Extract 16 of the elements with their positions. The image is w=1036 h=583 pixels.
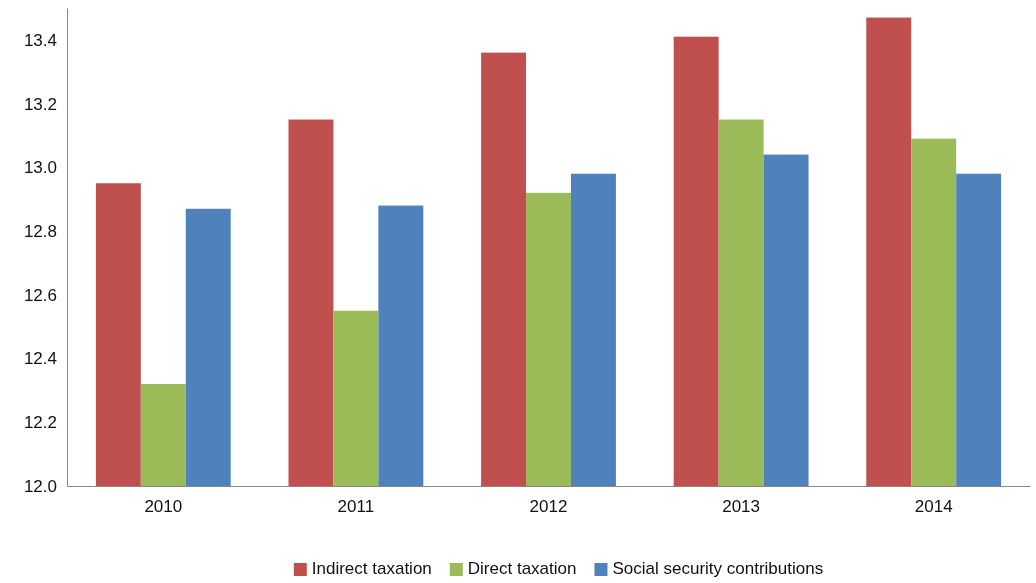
- x-tick-label: 2013: [722, 497, 761, 517]
- legend-label: Social security contributions: [612, 559, 824, 578]
- x-tick-label: 2012: [529, 497, 568, 517]
- y-tick-label: 12.4: [23, 349, 57, 369]
- y-tick-label: 13.4: [23, 30, 57, 50]
- legend-label: Direct taxation: [467, 559, 577, 578]
- x-tick-label: 2014: [914, 497, 953, 517]
- legend-label: Indirect taxation: [311, 559, 432, 578]
- y-tick-label: 12.6: [23, 285, 57, 305]
- x-tick-label: 2011: [337, 497, 375, 517]
- y-tick-label: 13.0: [23, 158, 57, 178]
- y-tick-label: 13.2: [23, 94, 57, 114]
- y-tick-label: 12.8: [23, 222, 57, 242]
- y-tick-label: 12.0: [23, 476, 57, 496]
- y-tick-label: 12.2: [23, 413, 57, 433]
- x-tick-label: 2010: [144, 497, 183, 517]
